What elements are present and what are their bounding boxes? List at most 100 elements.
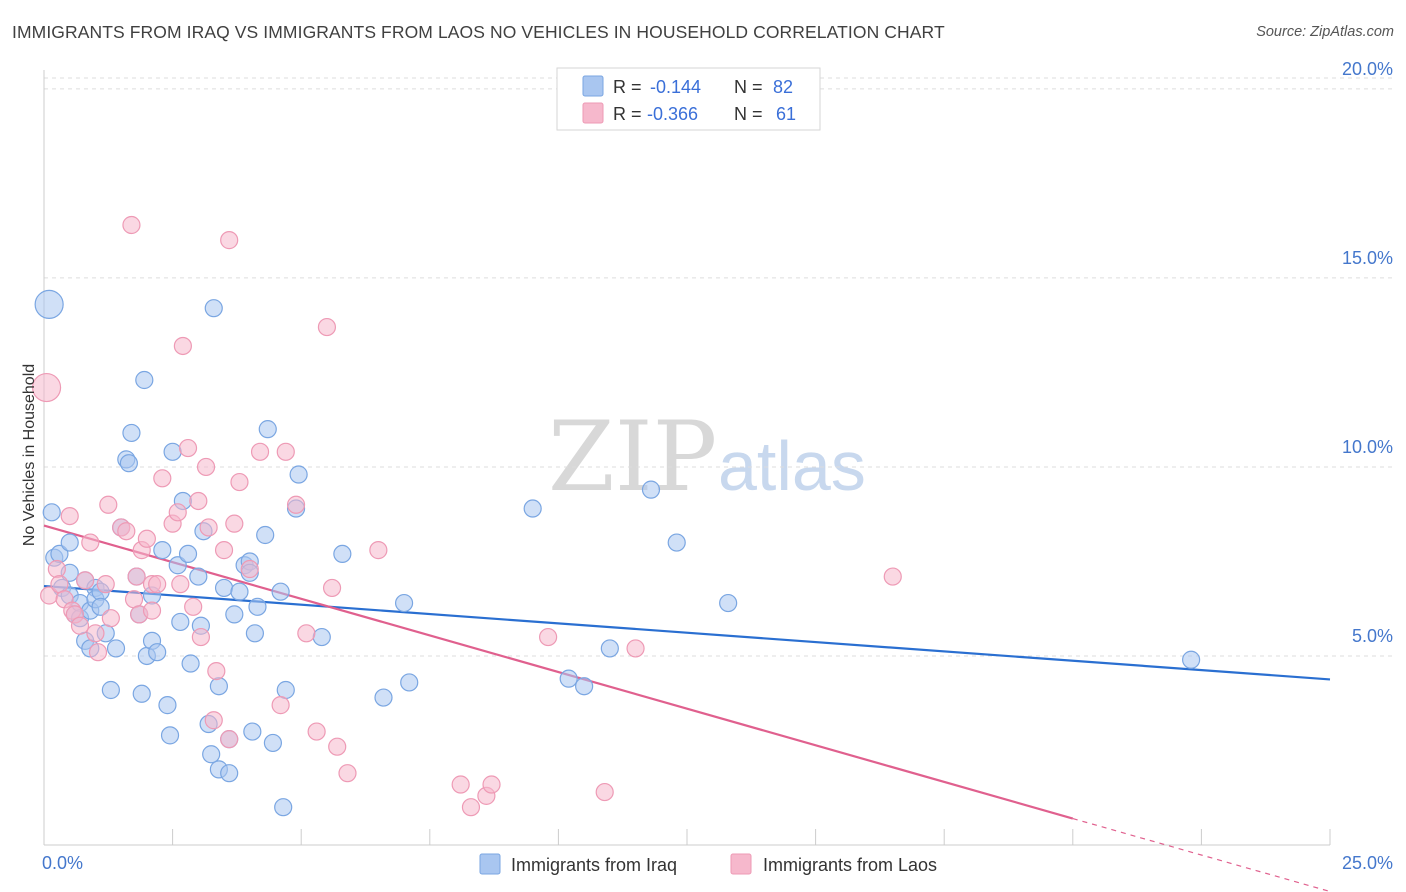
point-iraq — [189, 567, 208, 586]
point-laos — [451, 775, 470, 794]
source-label: Source: ZipAtlas.com — [1256, 24, 1394, 40]
point-iraq — [245, 624, 265, 643]
point-iraq — [243, 722, 262, 741]
y-axis-title: No Vehicles in Household — [21, 364, 38, 546]
y-tick-label: 10.0% — [1342, 437, 1393, 457]
point-laos — [137, 529, 156, 548]
point-laos — [199, 518, 218, 537]
point-laos — [171, 575, 190, 594]
legend-r-value-laos: -0.366 — [647, 104, 698, 124]
series-legend: Immigrants from Iraq Immigrants from Lao… — [479, 853, 937, 875]
point-laos — [220, 730, 239, 749]
point-iraq — [263, 733, 283, 753]
point-iraq — [181, 654, 200, 673]
point-iraq — [106, 639, 126, 658]
point-iraq — [204, 299, 223, 318]
point-laos — [178, 438, 198, 458]
point-laos — [230, 472, 249, 492]
point-iraq — [163, 442, 182, 461]
point-iraq — [333, 544, 352, 564]
point-laos — [189, 491, 208, 511]
point-laos — [338, 764, 357, 783]
point-laos — [127, 567, 146, 586]
point-laos — [70, 616, 90, 635]
point-iraq — [230, 582, 249, 601]
legend-n-label-iraq: N = — [734, 77, 763, 97]
point-laos — [31, 372, 62, 403]
point-laos — [60, 506, 79, 526]
point-laos — [196, 457, 216, 477]
point-laos — [86, 624, 105, 643]
point-laos — [595, 782, 614, 802]
y-tick-label: 5.0% — [1352, 626, 1393, 646]
point-iraq — [214, 578, 234, 598]
bottom-legend-label-laos: Immigrants from Laos — [763, 855, 937, 875]
point-iraq — [202, 745, 221, 764]
point-laos — [220, 231, 239, 250]
legend-r-label-iraq: R = — [613, 77, 642, 97]
point-iraq — [575, 677, 594, 696]
point-iraq — [256, 525, 275, 545]
point-iraq — [160, 726, 180, 745]
point-laos — [153, 469, 172, 488]
point-laos — [99, 495, 118, 514]
point-laos — [286, 495, 306, 514]
point-iraq — [171, 612, 190, 632]
point-laos — [142, 601, 162, 620]
point-iraq — [248, 597, 267, 616]
point-laos — [276, 442, 295, 461]
trend-line-laos — [43, 524, 1074, 820]
point-iraq — [60, 533, 79, 552]
bottom-legend-swatch-laos — [730, 853, 752, 875]
tick-labels: 5.0% 10.0% 15.0% 20.0% 0.0% 25.0% — [42, 59, 1393, 873]
point-iraq — [276, 680, 295, 700]
point-laos — [225, 514, 244, 533]
x-tick-label-min: 0.0% — [42, 853, 83, 873]
point-iraq — [258, 420, 277, 439]
legend-n-label-laos: N = — [734, 104, 763, 124]
point-laos — [50, 575, 69, 594]
point-laos — [322, 578, 342, 598]
point-laos — [191, 627, 210, 647]
point-laos — [539, 627, 558, 647]
point-laos — [88, 643, 108, 662]
point-laos — [47, 559, 66, 579]
point-iraq — [119, 454, 138, 473]
point-laos — [369, 541, 388, 560]
point-iraq — [148, 643, 167, 662]
point-laos — [250, 442, 270, 461]
point-laos — [482, 775, 501, 794]
data-points — [31, 215, 1201, 817]
point-laos — [117, 522, 136, 541]
point-laos — [240, 559, 259, 579]
point-laos — [626, 639, 645, 658]
point-laos — [307, 722, 326, 741]
point-iraq — [42, 503, 61, 522]
legend-swatch-laos — [582, 102, 604, 124]
point-laos — [81, 533, 100, 552]
legend-n-value-laos: 61 — [776, 104, 796, 124]
point-laos — [184, 597, 203, 616]
point-iraq — [178, 544, 198, 564]
point-laos — [883, 567, 902, 586]
point-iraq — [523, 499, 542, 518]
point-laos — [122, 215, 141, 235]
point-iraq — [209, 677, 228, 696]
point-iraq — [91, 597, 110, 616]
point-laos — [461, 798, 481, 817]
watermark-zip: ZIP — [548, 401, 717, 513]
point-iraq — [374, 688, 393, 707]
point-laos — [317, 317, 337, 337]
point-iraq — [600, 639, 619, 658]
point-iraq — [1182, 650, 1201, 669]
point-iraq — [122, 423, 141, 443]
point-laos — [148, 575, 167, 594]
point-laos — [207, 661, 226, 681]
watermark-atlas: atlas — [718, 427, 866, 505]
point-iraq — [153, 541, 172, 560]
point-laos — [168, 503, 187, 522]
point-laos — [96, 575, 115, 594]
trend-line-laos-extension — [1072, 817, 1331, 892]
point-iraq — [225, 605, 244, 624]
